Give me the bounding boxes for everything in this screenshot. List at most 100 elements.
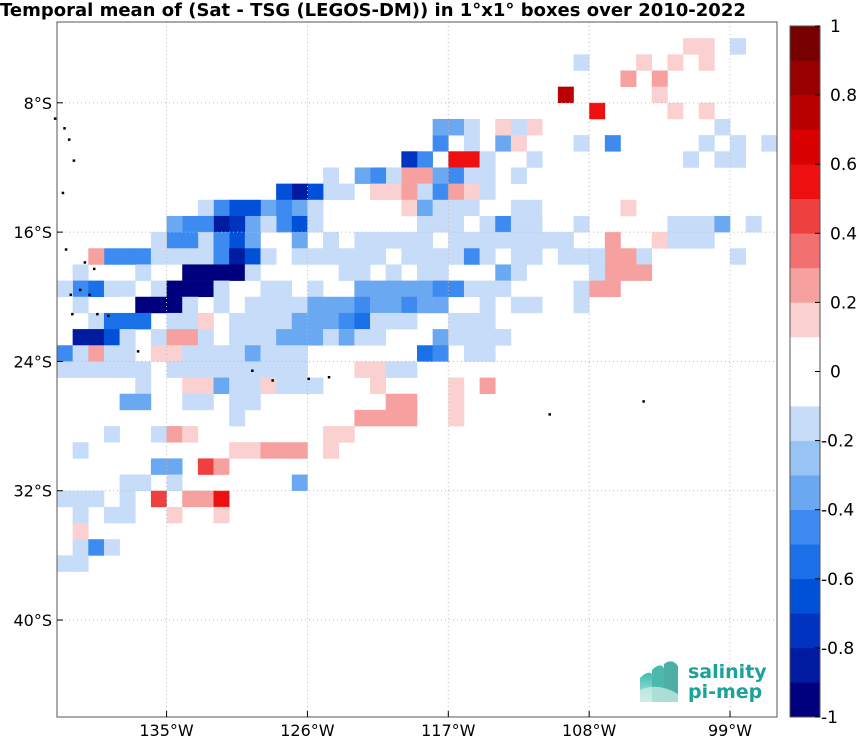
colorbar-segment bbox=[790, 578, 820, 614]
grid-cell bbox=[542, 167, 559, 184]
grid-cell bbox=[260, 280, 277, 298]
grid-cell bbox=[510, 135, 527, 152]
map-frame bbox=[56, 21, 778, 718]
grid-cell bbox=[244, 232, 261, 249]
grid-cell bbox=[135, 377, 152, 395]
grid-cell bbox=[354, 312, 371, 330]
grid-cell bbox=[260, 442, 277, 459]
grid-cell bbox=[589, 248, 606, 265]
grid-cell bbox=[432, 118, 449, 136]
grid-cell bbox=[291, 183, 308, 201]
grid-cell bbox=[463, 215, 480, 233]
grid-cell bbox=[119, 280, 136, 298]
grid-cell bbox=[182, 296, 199, 314]
grid-cell bbox=[197, 232, 214, 249]
grid-cell bbox=[495, 199, 512, 217]
grid-cell bbox=[150, 296, 167, 314]
grid-cell bbox=[213, 248, 230, 265]
colorbar-segment bbox=[790, 613, 820, 649]
grid-cell bbox=[401, 409, 418, 427]
grid-cell bbox=[323, 426, 340, 443]
grid-cell bbox=[244, 345, 261, 362]
x-tick-label: 99°W bbox=[708, 721, 752, 740]
grid-cell bbox=[307, 215, 324, 233]
x-tick-label: 126°W bbox=[280, 721, 335, 740]
grid-cell bbox=[182, 232, 199, 249]
grid-cell bbox=[479, 280, 496, 298]
colorbar-label: 1 bbox=[830, 17, 841, 37]
grid-cell bbox=[338, 329, 355, 346]
grid-cell bbox=[510, 264, 527, 281]
colorbar-segment bbox=[790, 198, 820, 234]
colorbar-label: 0 bbox=[830, 363, 841, 383]
grid-cell bbox=[354, 409, 371, 427]
x-tick-label: 135°W bbox=[139, 721, 194, 740]
grid-cell bbox=[385, 312, 402, 330]
island-speck bbox=[327, 375, 331, 379]
grid-cell bbox=[354, 329, 371, 346]
grid-cell bbox=[401, 232, 418, 249]
colorbar-segment bbox=[790, 164, 820, 200]
grid-cell bbox=[714, 118, 731, 136]
grid-cell bbox=[323, 248, 340, 265]
grid-cell bbox=[385, 167, 402, 184]
grid-cell bbox=[72, 296, 89, 314]
island-speck bbox=[251, 369, 254, 372]
grid-cell bbox=[542, 232, 559, 249]
grid-cell bbox=[698, 102, 715, 120]
grid-cell bbox=[213, 361, 230, 378]
grid-cell bbox=[166, 345, 183, 362]
grid-cell bbox=[620, 199, 637, 217]
grid-cell bbox=[323, 312, 340, 330]
grid-cell bbox=[620, 70, 637, 87]
grid-cell bbox=[182, 361, 199, 378]
island-speck bbox=[71, 312, 74, 316]
grid-cell bbox=[182, 280, 199, 298]
grid-cell bbox=[150, 248, 167, 265]
logo-line-1: salinity bbox=[688, 661, 767, 683]
grid-cell bbox=[119, 312, 136, 330]
grid-cell bbox=[479, 232, 496, 249]
grid-cell bbox=[573, 215, 590, 233]
grid-cell bbox=[307, 312, 324, 330]
grid-cell bbox=[604, 135, 621, 152]
grid-cell bbox=[291, 199, 308, 217]
grid-cell bbox=[401, 167, 418, 184]
colorbar-label: -0.6 bbox=[821, 570, 854, 590]
grid-cell bbox=[182, 312, 199, 330]
grid-cell bbox=[119, 296, 136, 314]
grid-cell bbox=[463, 135, 480, 152]
grid-cell bbox=[88, 490, 105, 508]
grid-cell bbox=[573, 280, 590, 298]
x-tick-label: 117°W bbox=[421, 721, 476, 740]
grid-cell bbox=[166, 458, 183, 475]
grid-cell bbox=[448, 215, 465, 233]
grid-cell bbox=[135, 312, 152, 330]
island-speck bbox=[93, 267, 96, 271]
grid-cell bbox=[495, 118, 512, 136]
y-axis-ticks: 8°S 16°S 24°S 32°S 40°S bbox=[13, 94, 63, 630]
grid-cell bbox=[683, 215, 700, 233]
island-speck bbox=[271, 379, 274, 382]
grid-cell bbox=[260, 312, 277, 330]
island-speck bbox=[642, 400, 645, 403]
grid-cell bbox=[417, 345, 433, 362]
grid-cell bbox=[182, 215, 199, 233]
grid-cell bbox=[229, 329, 246, 346]
grid-cell bbox=[229, 377, 246, 395]
grid-cell bbox=[229, 248, 246, 265]
grid-cell bbox=[72, 361, 89, 378]
grid-cell bbox=[291, 232, 308, 249]
grid-cell bbox=[698, 135, 715, 152]
grid-cell bbox=[698, 215, 715, 233]
island-speck bbox=[307, 377, 310, 381]
grid-cell bbox=[244, 215, 261, 233]
grid-cell bbox=[479, 312, 496, 330]
grid-cell bbox=[276, 312, 293, 330]
grid-cell bbox=[385, 232, 402, 249]
grid-cell bbox=[182, 426, 199, 443]
grid-cell bbox=[479, 215, 496, 233]
grid-cell bbox=[370, 280, 386, 298]
grid-cell bbox=[166, 296, 183, 314]
grid-cell bbox=[150, 329, 167, 346]
